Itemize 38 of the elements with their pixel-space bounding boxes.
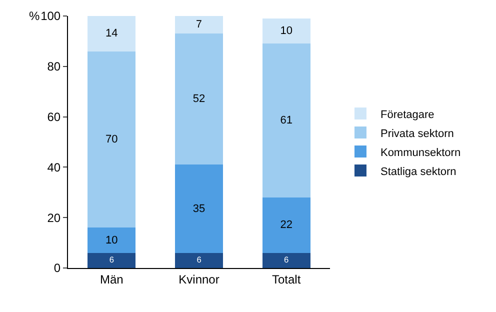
bar [88,51,136,228]
bar [88,16,136,52]
y-tick-label: 60 [47,110,61,124]
x-tick-label: Kvinnor [178,272,220,286]
bar [262,197,310,253]
data-label: 6 [109,254,114,265]
data-label: 35 [192,202,206,215]
y-tick-label: 40 [47,160,61,174]
bar [262,252,310,268]
data-label: 10 [280,25,292,38]
bar [262,44,310,198]
x-tick-label: Män [100,272,124,286]
data-label: 52 [192,93,206,106]
y-tick-label: 20 [47,210,61,225]
legend-label: Företagare [380,108,434,121]
x-tick-label: Totalt [272,272,302,286]
data-label: 7 [196,18,202,31]
bar [174,16,224,34]
data-label: 22 [280,219,292,232]
y-axis-title: % [29,9,40,23]
data-label: 6 [284,254,290,265]
bar [88,228,136,253]
bar [174,164,224,253]
data-label: 14 [106,28,118,40]
legend-label: Kommunsektorn [380,146,461,159]
y-tick-label: 80 [47,60,61,74]
y-tick-label: 0 [54,261,61,276]
legend-label: Privata sektorn [380,128,454,140]
bar [174,252,224,268]
data-label: 10 [106,234,118,246]
bar [174,34,224,165]
data-label: 61 [280,114,292,127]
legend-label: Statliga sektorn [380,166,456,178]
bar [88,252,136,268]
y-tick-label: 100 [40,9,61,24]
data-label: 6 [196,254,202,265]
bar [262,18,310,44]
data-label: 70 [106,133,118,146]
